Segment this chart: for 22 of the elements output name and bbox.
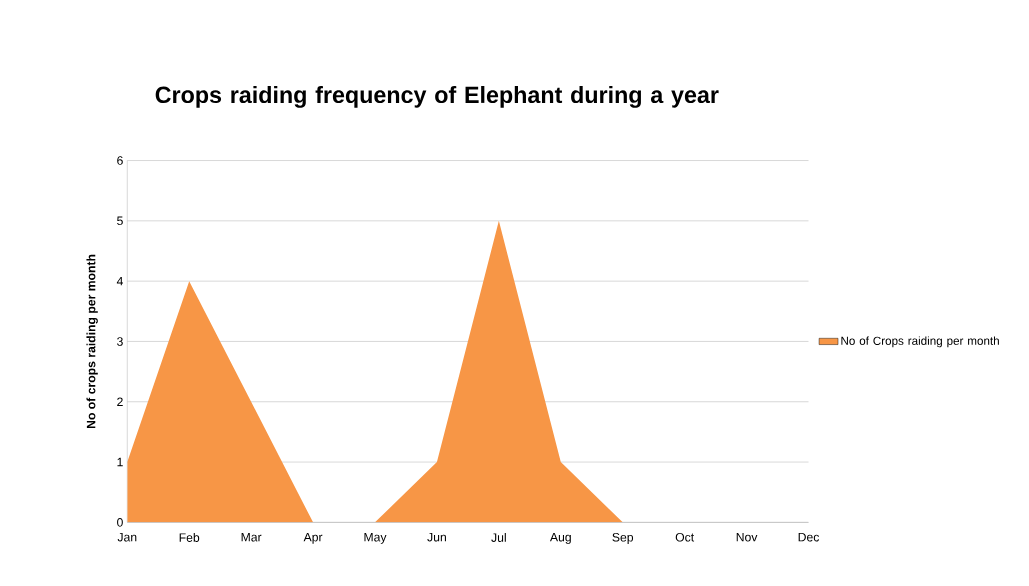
x-tick-label: Feb bbox=[179, 533, 200, 543]
x-tick-label: Jan bbox=[117, 533, 137, 542]
chart-title: Crops raiding frequency of Elephant during a year bbox=[155, 86, 719, 109]
y-tick-label: 5 bbox=[117, 216, 123, 226]
x-tick-label: Oct bbox=[675, 533, 695, 542]
x-tick-label: Aug bbox=[549, 533, 571, 545]
y-tick-label: 1 bbox=[117, 458, 123, 467]
x-tick-label: Mar bbox=[241, 533, 262, 542]
y-tick-label: 4 bbox=[116, 277, 123, 286]
x-tick-label: Jul bbox=[491, 533, 506, 543]
x-tick-label: Apr bbox=[303, 533, 323, 545]
y-tick-label: 2 bbox=[117, 397, 123, 407]
x-tick-label: Nov bbox=[736, 533, 758, 542]
y-tick-label: 0 bbox=[117, 518, 123, 527]
y-tick-label: 3 bbox=[117, 337, 123, 346]
y-axis-title: No of crops raiding per month bbox=[86, 254, 98, 429]
legend-label: No of Crops raiding per month bbox=[841, 336, 999, 348]
x-tick-label: Jun bbox=[427, 533, 446, 542]
y-tick-label: 6 bbox=[117, 156, 123, 166]
x-tick-label: Dec bbox=[798, 533, 820, 542]
x-tick-label: Sep bbox=[612, 533, 634, 545]
x-tick-label: May bbox=[364, 533, 387, 545]
